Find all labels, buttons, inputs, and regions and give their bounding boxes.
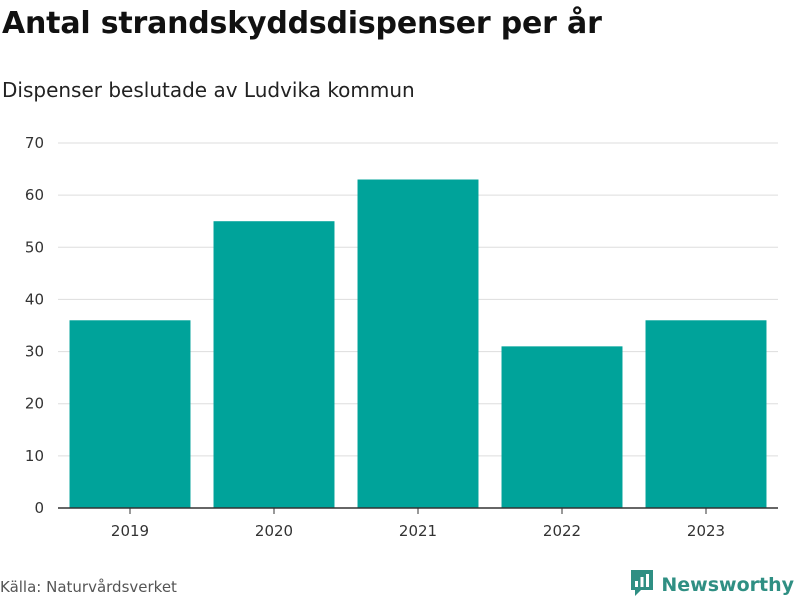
y-tick-label: 10 — [25, 447, 44, 465]
y-tick-label: 50 — [25, 238, 44, 256]
y-tick-label: 40 — [25, 290, 44, 308]
chart-title: Antal strandskyddsdispenser per år — [2, 6, 602, 41]
bar-2019[interactable] — [69, 320, 191, 508]
x-tick-label: 2022 — [543, 522, 581, 540]
bar-2020[interactable] — [213, 221, 335, 508]
bar-chart: 0 10 20 30 40 50 60 70 2019 2020 2021 2022 2023 — [25, 134, 778, 540]
y-tick-label: 60 — [25, 186, 44, 204]
brand-name: Newsworthy — [661, 574, 794, 596]
bar-2021[interactable] — [357, 179, 479, 509]
y-tick-label: 70 — [25, 134, 44, 152]
brand-logo[interactable]: Newsworthy — [629, 568, 794, 602]
x-tick-label: 2021 — [399, 522, 437, 540]
y-tick-label: 30 — [25, 343, 44, 361]
y-tick-label: 0 — [34, 499, 44, 517]
y-tick-label: 20 — [25, 395, 44, 413]
bar-2022[interactable] — [501, 346, 623, 508]
bar-2023[interactable] — [645, 320, 767, 508]
bars — [69, 179, 767, 509]
source-note: Källa: Naturvårdsverket — [0, 578, 177, 596]
x-tick-label: 2020 — [255, 522, 293, 540]
x-axis-ticks: 2019 2020 2021 2022 2023 — [111, 508, 725, 540]
x-tick-label: 2019 — [111, 522, 149, 540]
chart-subtitle: Dispenser beslutade av Ludvika kommun — [2, 78, 415, 102]
x-tick-label: 2023 — [687, 522, 725, 540]
y-axis-ticks: 0 10 20 30 40 50 60 70 — [25, 134, 44, 517]
newsworthy-logo-icon — [629, 568, 655, 602]
